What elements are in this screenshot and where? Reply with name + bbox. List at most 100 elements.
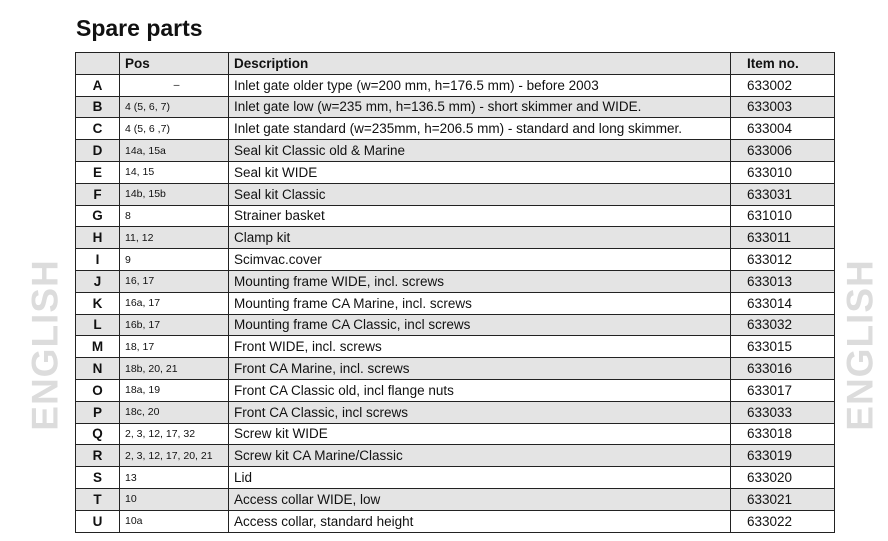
cell-letter: H — [75, 226, 120, 250]
cell-description: Inlet gate older type (w=200 mm, h=176.5… — [228, 73, 731, 97]
cell-description: Access collar WIDE, low — [228, 487, 731, 511]
cell-description: Seal kit Classic — [228, 182, 731, 206]
cell-letter: D — [75, 139, 120, 162]
cell-pos: 18, 17 — [119, 335, 229, 359]
cell-item: 633002 — [730, 73, 835, 97]
table-row: D 14a, 15a Seal kit Classic old & Marine 63… — [75, 139, 835, 162]
cell-item: 633016 — [730, 357, 835, 380]
cell-item: 633017 — [730, 378, 835, 402]
table-header-row: Pos Description Item no. — [75, 52, 835, 75]
cell-description: Front CA Classic old, incl flange nuts — [228, 378, 731, 402]
cell-pos: – — [119, 73, 229, 97]
cell-description: Seal kit WIDE — [228, 160, 731, 184]
table-row: H 11, 12 Clamp kit 633011 — [75, 226, 835, 250]
page-title: Spare parts — [76, 15, 203, 41]
cell-letter: F — [75, 182, 120, 206]
table-row: P 18c, 20 Front CA Classic, incl screws 633… — [75, 400, 835, 424]
cell-item: 633020 — [730, 466, 835, 489]
cell-description: Clamp kit — [228, 226, 731, 250]
cell-letter: I — [75, 248, 120, 271]
cell-pos: 16a, 17 — [119, 291, 229, 315]
cell-pos: 9 — [119, 248, 229, 271]
table-row: G 8 Strainer basket 631010 — [75, 204, 835, 228]
cell-pos: 18a, 19 — [119, 378, 229, 402]
cell-pos: 2, 3, 12, 17, 20, 21 — [119, 444, 229, 468]
cell-pos: 14, 15 — [119, 160, 229, 184]
cell-letter: E — [75, 160, 120, 184]
header-pos: Pos — [119, 52, 229, 75]
cell-pos: 13 — [119, 466, 229, 489]
table-row: L 16b, 17 Mounting frame CA Classic, incl … — [75, 313, 835, 337]
cell-item: 633004 — [730, 117, 835, 141]
cell-letter: C — [75, 117, 120, 141]
cell-description: Access collar, standard height — [228, 509, 731, 533]
cell-item: 633012 — [730, 248, 835, 271]
cell-pos: 4 (5, 6, 7) — [119, 95, 229, 119]
cell-letter: L — [75, 313, 120, 337]
cell-description: Mounting frame WIDE, incl. screws — [228, 269, 731, 293]
cell-letter: R — [75, 444, 120, 468]
cell-item: 633014 — [730, 291, 835, 315]
cell-description: Mounting frame CA Marine, incl. screws — [228, 291, 731, 315]
cell-pos: 10 — [119, 487, 229, 511]
cell-letter: J — [75, 269, 120, 293]
table-row: N 18b, 20, 21 Front CA Marine, incl. screw… — [75, 357, 835, 380]
cell-pos: 16, 17 — [119, 269, 229, 293]
cell-description: Front CA Marine, incl. screws — [228, 357, 731, 380]
table-row: F 14b, 15b Seal kit Classic 633031 — [75, 182, 835, 206]
table-row: Q 2, 3, 12, 17, 32 Screw kit WIDE 633018 — [75, 422, 835, 446]
table-row: E 14, 15 Seal kit WIDE 633010 — [75, 160, 835, 184]
cell-item: 633013 — [730, 269, 835, 293]
cell-letter: Q — [75, 422, 120, 446]
cell-pos: 14b, 15b — [119, 182, 229, 206]
cell-item: 631010 — [730, 204, 835, 228]
cell-letter: S — [75, 466, 120, 489]
cell-letter: T — [75, 487, 120, 511]
cell-pos: 4 (5, 6 ,7) — [119, 117, 229, 141]
cell-description: Inlet gate low (w=235 mm, h=136.5 mm) - … — [228, 95, 731, 119]
cell-pos: 2, 3, 12, 17, 32 — [119, 422, 229, 446]
cell-letter: A — [75, 73, 120, 97]
cell-item: 633031 — [730, 182, 835, 206]
cell-description: Mounting frame CA Classic, incl screws — [228, 313, 731, 337]
cell-letter: U — [75, 509, 120, 533]
cell-letter: M — [75, 335, 120, 359]
header-description: Description — [228, 52, 731, 75]
table-row: S 13 Lid 633020 — [75, 466, 835, 489]
cell-item: 633015 — [730, 335, 835, 359]
side-label-right: ENGLISH — [840, 259, 881, 431]
cell-item: 633010 — [730, 160, 835, 184]
cell-pos: 14a, 15a — [119, 139, 229, 162]
cell-item: 633033 — [730, 400, 835, 424]
cell-letter: B — [75, 95, 120, 119]
cell-letter: K — [75, 291, 120, 315]
cell-item: 633003 — [730, 95, 835, 119]
cell-item: 633019 — [730, 444, 835, 468]
cell-description: Screw kit WIDE — [228, 422, 731, 446]
cell-item: 633011 — [730, 226, 835, 250]
table-row: M 18, 17 Front WIDE, incl. screws 633015 — [75, 335, 835, 359]
cell-description: Scimvac.cover — [228, 248, 731, 271]
cell-description: Strainer basket — [228, 204, 731, 228]
side-label-left: ENGLISH — [25, 259, 66, 431]
cell-letter: N — [75, 357, 120, 380]
cell-description: Front WIDE, incl. screws — [228, 335, 731, 359]
table-row: O 18a, 19 Front CA Classic old, incl flang… — [75, 378, 835, 402]
cell-description: Inlet gate standard (w=235mm, h=206.5 mm… — [228, 117, 731, 141]
header-letter — [75, 52, 120, 75]
table-row: A – Inlet gate older type (w=200 mm, h=176… — [75, 73, 835, 97]
cell-pos: 16b, 17 — [119, 313, 229, 337]
header-item-no: Item no. — [730, 52, 835, 75]
cell-pos: 18c, 20 — [119, 400, 229, 424]
table-row: T 10 Access collar WIDE, low 633021 — [75, 487, 835, 511]
cell-pos: 11, 12 — [119, 226, 229, 250]
table-row: K 16a, 17 Mounting frame CA Marine, incl. … — [75, 291, 835, 315]
cell-letter: G — [75, 204, 120, 228]
table-row: R 2, 3, 12, 17, 20, 21 Screw kit CA Marine… — [75, 444, 835, 468]
table-row: I 9 Scimvac.cover 633012 — [75, 248, 835, 271]
spare-parts-table: Pos Description Item no. A – Inlet gate ol… — [75, 52, 835, 533]
cell-item: 633006 — [730, 139, 835, 162]
cell-item: 633021 — [730, 487, 835, 511]
